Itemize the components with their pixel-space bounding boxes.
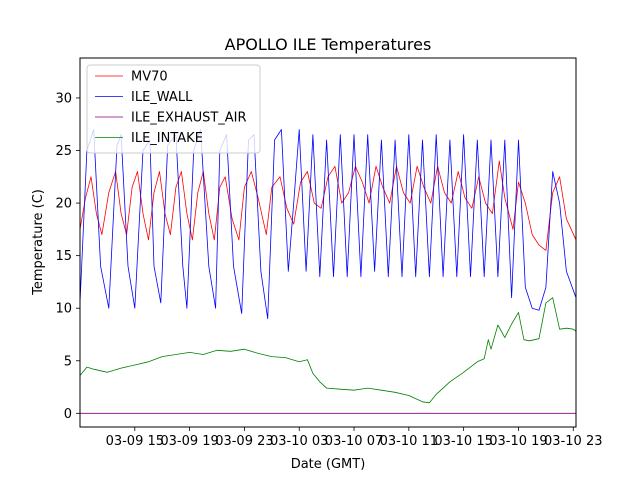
y-tick-label: 25 — [55, 144, 72, 159]
y-tick-label: 0 — [64, 407, 72, 422]
series-line-ile-intake — [80, 297, 576, 404]
x-tick-label: 03-10 03 — [270, 434, 328, 449]
x-tick-label: 03-10 15 — [434, 434, 492, 449]
y-axis: 0 5 10 15 20 25 30 — [55, 91, 80, 422]
axes-frame — [79, 57, 577, 428]
chart-title: APOLLO ILE Temperatures — [225, 35, 432, 54]
y-tick-label: 30 — [55, 91, 72, 106]
x-tick-label: 03-10 11 — [380, 434, 438, 449]
legend-label: MV70 — [131, 70, 168, 85]
y-tick-label: 10 — [55, 302, 72, 317]
x-tick-label: 03-10 19 — [489, 434, 547, 449]
legend-label: ILE_WALL — [131, 90, 193, 105]
legend-label: ILE_INTAKE — [131, 131, 203, 146]
legend-box — [86, 64, 261, 154]
x-axis-label: Date (GMT) — [291, 457, 366, 472]
x-tick-label: 03-10 23 — [544, 434, 602, 449]
x-tick-label: 03-09 15 — [106, 434, 164, 449]
y-axis-label: Temperature (C) — [31, 189, 46, 296]
x-tick-label: 03-09 23 — [215, 434, 273, 449]
y-tick-label: 5 — [64, 354, 72, 369]
y-tick-label: 20 — [55, 197, 72, 212]
x-tick-label: 03-10 07 — [325, 434, 383, 449]
series-layer — [80, 129, 576, 414]
legend: MV70 ILE_WALL ILE_EXHAUST_AIR ILE_INTAKE — [86, 64, 261, 154]
legend-label: ILE_EXHAUST_AIR — [131, 111, 247, 126]
series-line-mv70 — [80, 160, 576, 251]
series-line-ile-wall — [80, 129, 576, 320]
x-tick-label: 03-09 19 — [160, 434, 218, 449]
y-tick-label: 15 — [55, 249, 72, 264]
